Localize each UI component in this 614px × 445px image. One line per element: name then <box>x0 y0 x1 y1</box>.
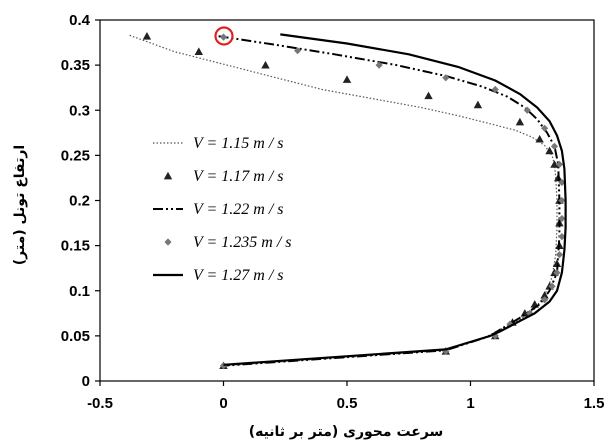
series-line <box>223 33 567 366</box>
data-point <box>442 347 450 355</box>
legend-item: V = 1.235 m / s <box>164 234 292 251</box>
series-1 <box>129 34 558 367</box>
series-3 <box>218 35 561 367</box>
y-tick-label: 0.2 <box>69 193 90 210</box>
data-point <box>553 269 561 277</box>
x-tick-label: 1 <box>466 395 474 412</box>
data-point <box>375 61 383 69</box>
data-point <box>558 214 566 223</box>
y-tick-label: 0 <box>82 373 90 390</box>
series-5 <box>223 33 567 366</box>
data-point <box>545 146 554 155</box>
data-point <box>219 362 228 370</box>
y-tick-label: 0.3 <box>69 102 90 119</box>
legend-item: V = 1.22 m / s <box>153 201 284 218</box>
y-tick-label: 0.05 <box>61 328 90 345</box>
data-point <box>142 32 152 40</box>
legend-label: V = 1.22 m / s <box>193 201 284 218</box>
legend-item: V = 1.17 m / s <box>163 168 284 185</box>
legend-label: V = 1.235 m / s <box>193 234 292 251</box>
data-point <box>424 91 433 100</box>
data-point <box>294 47 302 55</box>
data-point <box>558 178 566 187</box>
highlight-circle <box>214 26 234 46</box>
y-tick-label: 0.4 <box>69 12 91 29</box>
legend-item: V = 1.15 m / s <box>153 135 284 152</box>
plot-frame <box>99 19 595 382</box>
data-point <box>555 160 564 168</box>
x-tick-label: -0.5 <box>87 395 113 412</box>
data-point <box>523 106 531 114</box>
y-tick-label: 0.15 <box>61 238 90 255</box>
legend: V = 1.15 m / s V = 1.17 m / s V = 1.22 m /… <box>153 135 292 284</box>
legend-marker <box>163 171 173 180</box>
data-point <box>550 160 559 168</box>
y-tick-label: 0.35 <box>61 57 90 74</box>
series-4 <box>219 33 566 370</box>
data-point <box>558 233 566 241</box>
y-ticks: 0 0.05 0.1 0.15 0.2 0.25 0.3 0.35 0.4 <box>61 12 100 390</box>
data-point <box>515 117 525 126</box>
data-point <box>548 282 556 290</box>
legend-label: V = 1.27 m / s <box>193 267 284 284</box>
data-point <box>442 74 450 82</box>
legend-label: V = 1.15 m / s <box>193 135 284 152</box>
data-point <box>194 47 203 55</box>
series-line <box>218 35 561 367</box>
x-tick-label: 0.5 <box>337 395 358 412</box>
data-point <box>552 259 562 268</box>
data-point <box>261 60 270 69</box>
data-point <box>219 33 228 41</box>
series-line <box>129 34 558 367</box>
data-point <box>541 296 549 304</box>
y-tick-label: 0.1 <box>69 283 90 300</box>
series-group <box>129 32 567 370</box>
data-point <box>491 85 499 94</box>
legend-label: V = 1.17 m / s <box>193 168 284 185</box>
data-point <box>473 100 483 109</box>
data-point <box>558 196 566 205</box>
legend-marker <box>164 238 172 246</box>
data-point <box>550 142 559 150</box>
data-point <box>342 75 352 83</box>
data-point <box>541 124 549 132</box>
x-tick-label: 0 <box>219 395 227 412</box>
legend-item: V = 1.27 m / s <box>153 267 284 284</box>
y-axis-label: ارتفاع تونل (متر) <box>12 145 28 265</box>
data-point <box>540 291 549 299</box>
x-ticks: -0.5 0 0.5 1 1.5 <box>87 381 604 412</box>
x-axis-label: سرعت محوری (متر بر ثانیه) <box>249 424 444 440</box>
data-point <box>535 134 544 143</box>
x-tick-label: 1.5 <box>584 395 605 412</box>
data-point <box>555 251 564 259</box>
data-point <box>506 320 514 328</box>
y-tick-label: 0.25 <box>61 147 90 164</box>
